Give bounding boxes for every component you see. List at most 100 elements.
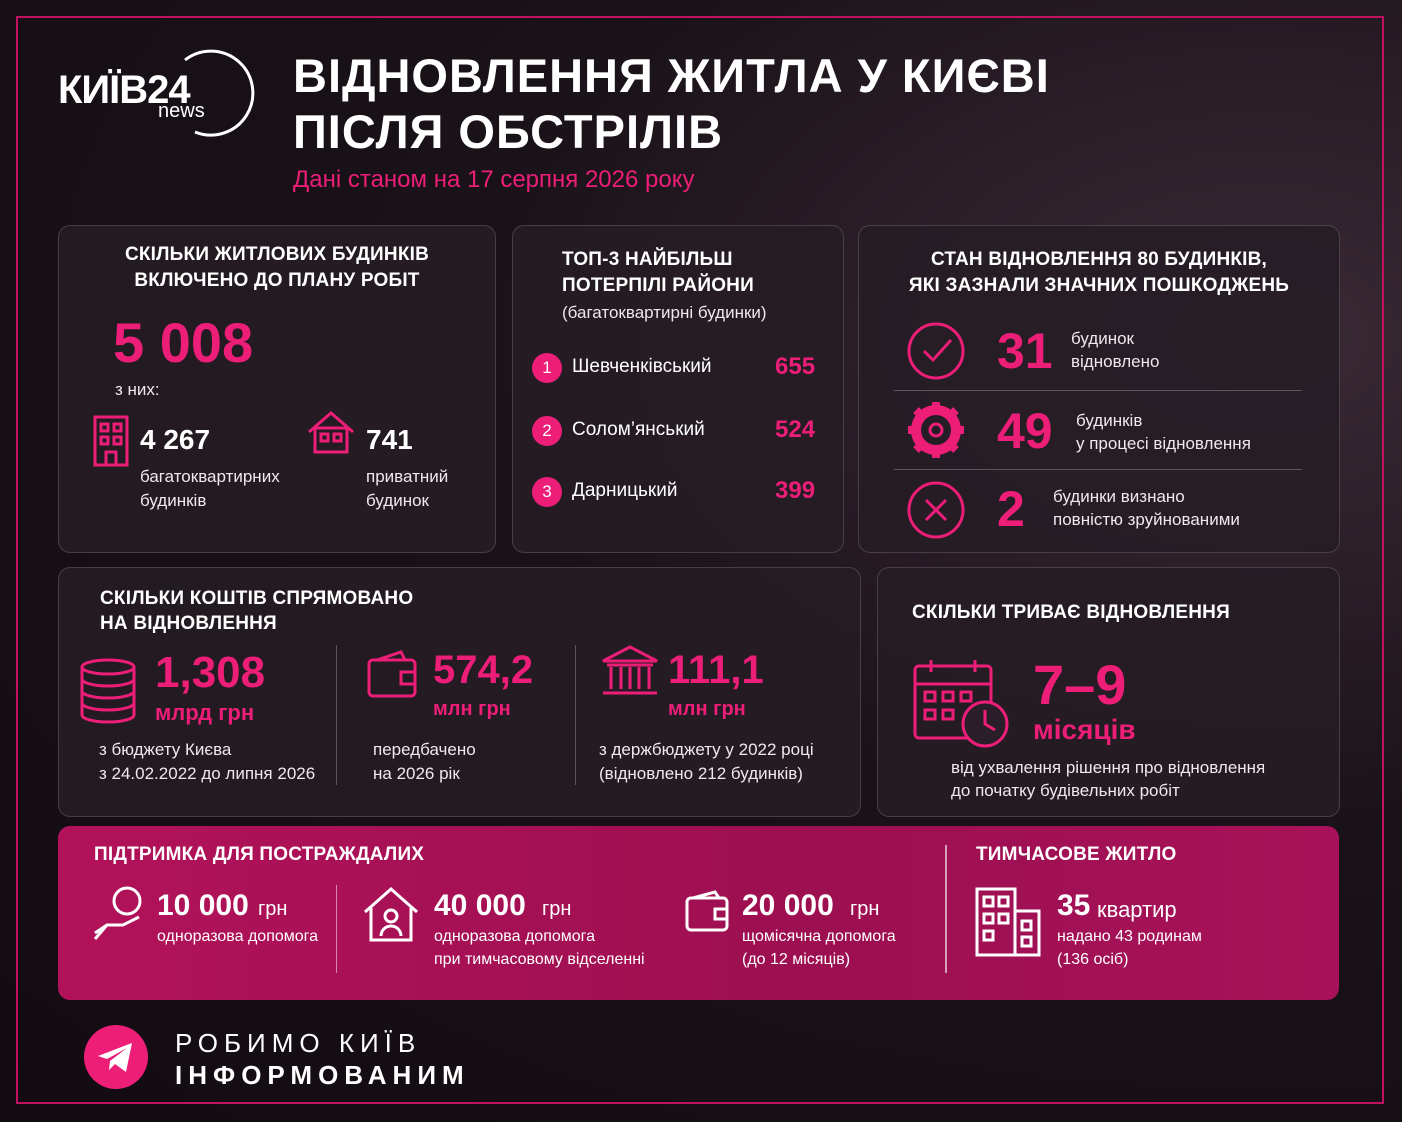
support-title: ПІДТРИМКА ДЛЯ ПОСТРАЖДАЛИХ bbox=[94, 844, 425, 865]
support-desc: при тимчасовому відселенні bbox=[434, 951, 645, 968]
duration-desc: до початку будівельних робіт bbox=[951, 781, 1180, 800]
support-value: 40 000 bbox=[434, 889, 526, 922]
support-desc: одноразова допомога bbox=[434, 928, 596, 945]
gear-icon bbox=[908, 402, 964, 458]
plan-panel bbox=[58, 225, 496, 553]
plan-of-which: з них: bbox=[115, 380, 160, 399]
funding-desc: з 24.02.2022 до липня 2026 bbox=[99, 764, 316, 783]
check-icon bbox=[907, 322, 965, 380]
funding-unit: млн грн bbox=[668, 698, 746, 720]
support-unit: грн bbox=[542, 898, 572, 920]
funding-desc: з держбюджету у 2022 році bbox=[599, 740, 814, 759]
status-label: у процесі відновлення bbox=[1076, 434, 1251, 453]
coins-icon bbox=[80, 658, 136, 724]
plan-value: 741 bbox=[366, 424, 413, 455]
logo-sub: news bbox=[158, 100, 205, 122]
duration-desc: від ухвалення рішення про відновлення bbox=[951, 758, 1266, 777]
support-desc: щомісячна допомога bbox=[742, 928, 896, 945]
wallet-icon bbox=[685, 890, 729, 932]
building-icon bbox=[975, 887, 1041, 957]
status-value: 31 bbox=[997, 323, 1053, 379]
telegram-icon bbox=[84, 1025, 148, 1089]
logo-main: КИЇВ24 bbox=[58, 68, 191, 112]
funding-title: СКІЛЬКИ КОШТІВ СПРЯМОВАНО bbox=[100, 588, 414, 609]
funding-value: 111,1 bbox=[668, 648, 764, 692]
housing-desc: (136 осіб) bbox=[1057, 951, 1129, 968]
status-label: будинок bbox=[1071, 329, 1134, 348]
support-desc: одноразова допомога bbox=[157, 928, 319, 945]
cross-icon bbox=[907, 481, 965, 539]
separator bbox=[945, 845, 947, 973]
separator bbox=[894, 390, 1302, 391]
status-title: СТАН ВІДНОВЛЕННЯ 80 БУДИНКІВ, bbox=[930, 249, 1268, 270]
housing-unit: квартир bbox=[1097, 897, 1177, 922]
funding-value: 1,308 bbox=[155, 648, 266, 697]
district-name: Солом’янський bbox=[572, 419, 705, 440]
plan-label: багатоквартирних bbox=[140, 467, 280, 486]
funding-title: НА ВІДНОВЛЕННЯ bbox=[100, 613, 277, 634]
funding-desc: з бюджету Києва bbox=[99, 740, 232, 759]
district-value: 399 bbox=[775, 477, 816, 504]
house-person-icon bbox=[364, 886, 418, 942]
duration-value: 7–9 bbox=[1033, 653, 1127, 716]
duration-title: СКІЛЬКИ ТРИВАЄ ВІДНОВЛЕННЯ bbox=[912, 602, 1230, 623]
support-desc: (до 12 місяців) bbox=[742, 951, 851, 968]
logo-ring bbox=[184, 49, 255, 137]
plan-title: СКІЛЬКИ ЖИТЛОВИХ БУДИНКІВ bbox=[124, 244, 430, 265]
separator bbox=[575, 645, 576, 785]
status-label: відновлено bbox=[1071, 352, 1160, 371]
plan-label: будинок bbox=[366, 491, 429, 510]
duration-unit: місяців bbox=[1033, 714, 1136, 745]
district-value: 524 bbox=[775, 416, 816, 443]
support-unit: грн bbox=[258, 898, 288, 920]
funding-unit: млрд грн bbox=[155, 700, 255, 725]
support-value: 20 000 bbox=[742, 889, 834, 922]
status-title: ЯКІ ЗАЗНАЛИ ЗНАЧНИХ ПОШКОДЖЕНЬ bbox=[908, 275, 1290, 296]
funding-value: 574,2 bbox=[433, 648, 534, 692]
plan-label: приватний bbox=[366, 467, 449, 486]
apartment-icon bbox=[93, 415, 129, 467]
frame bbox=[16, 16, 1384, 1104]
bank-icon bbox=[602, 645, 658, 695]
plan-value: 4 267 bbox=[140, 424, 211, 455]
support-unit: грн bbox=[850, 898, 880, 920]
plan-total: 5 008 bbox=[113, 311, 254, 374]
separator bbox=[336, 885, 337, 973]
housing-value: 35 bbox=[1057, 889, 1091, 922]
district-value: 655 bbox=[775, 353, 816, 380]
footer-line: ІНФОРМОВАНИМ bbox=[175, 1060, 470, 1090]
districts-title: ТОП-3 НАЙБІЛЬШ bbox=[562, 249, 733, 270]
calendar-icon bbox=[913, 660, 1009, 748]
status-panel bbox=[858, 225, 1340, 553]
funding-desc: передбачено bbox=[373, 740, 476, 759]
hand-coin-icon bbox=[93, 886, 142, 940]
plan-title: ВКЛЮЧЕНО ДО ПЛАНУ РОБІТ bbox=[134, 270, 420, 291]
district-name: Шевченківський bbox=[572, 356, 712, 377]
status-value: 49 bbox=[997, 403, 1053, 459]
status-value: 2 bbox=[997, 481, 1025, 537]
support-band bbox=[58, 826, 1339, 1000]
rank-badge: 3 bbox=[532, 477, 562, 507]
housing-title: ТИМЧАСОВЕ ЖИТЛО bbox=[976, 844, 1177, 865]
funding-panel bbox=[58, 567, 861, 817]
status-label: повністю зруйнованими bbox=[1053, 510, 1240, 529]
support-value: 10 000 bbox=[157, 889, 249, 922]
separator bbox=[894, 469, 1302, 470]
status-label: будинки визнано bbox=[1053, 487, 1185, 506]
footer-line: РОБИМО КИЇВ bbox=[175, 1028, 422, 1058]
plan-label: будинків bbox=[140, 491, 207, 510]
separator bbox=[336, 645, 337, 785]
wallet-icon bbox=[367, 650, 417, 698]
districts-panel bbox=[512, 225, 844, 553]
rank-badge: 1 bbox=[532, 353, 562, 383]
districts-title: ПОТЕРПІЛІ РАЙОНИ bbox=[562, 275, 754, 296]
date: Дані станом на 17 серпня 2026 року bbox=[293, 166, 695, 193]
housing-desc: надано 43 родинам bbox=[1057, 928, 1202, 945]
status-label: будинків bbox=[1076, 411, 1143, 430]
title: ВІДНОВЛЕННЯ ЖИТЛА У КИЄВІ bbox=[293, 49, 1050, 102]
rank-badge: 2 bbox=[532, 416, 562, 446]
funding-unit: млн грн bbox=[433, 698, 511, 720]
funding-desc: на 2026 рік bbox=[373, 764, 460, 783]
house-icon bbox=[308, 411, 354, 454]
